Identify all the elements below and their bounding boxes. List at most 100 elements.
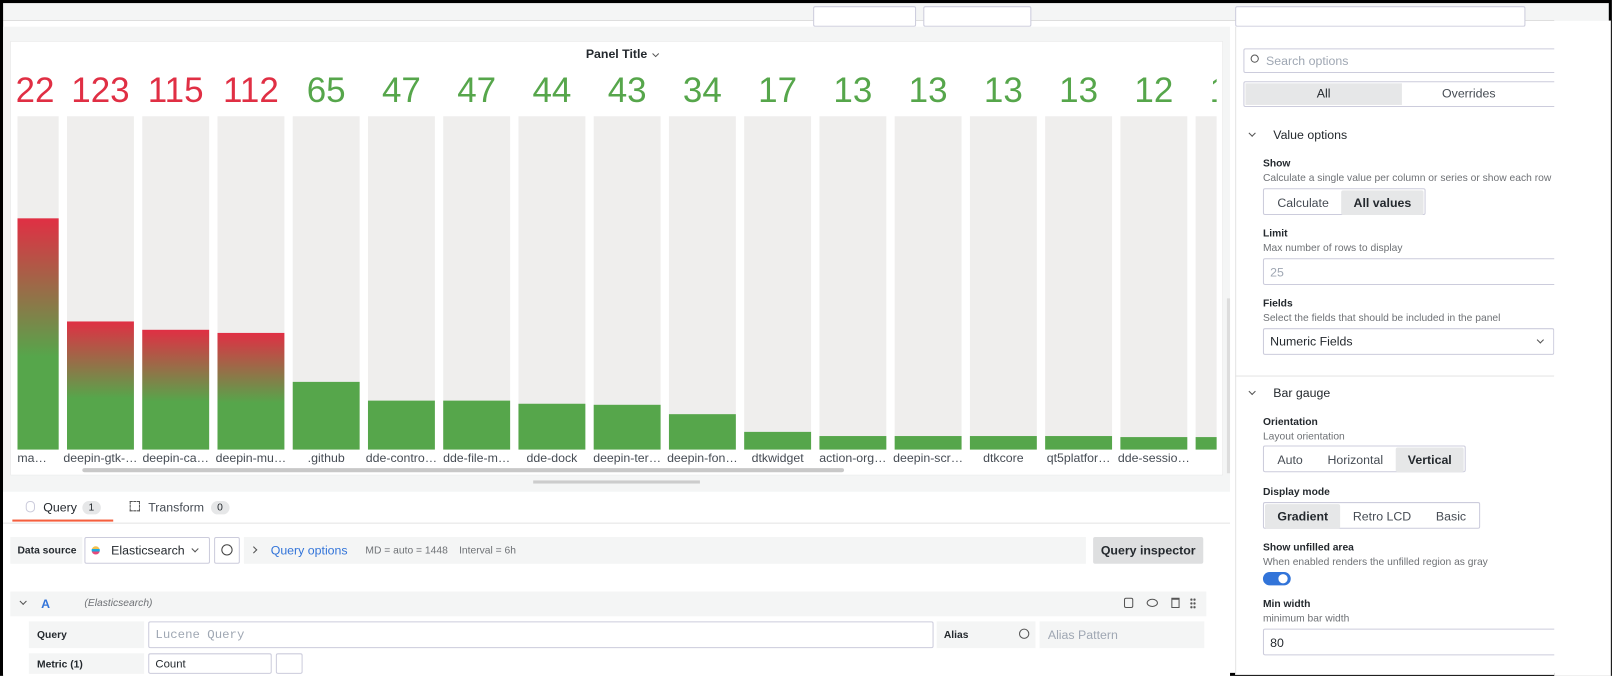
bars: 222 in-ma… 123 deepin-gtk-… 115 deepin-ca… 112… — [10, 71, 1223, 465]
unfilled-track — [443, 116, 511, 450]
value-label: 13 — [1059, 71, 1098, 110]
category-label: deepin-fon… — [667, 451, 738, 465]
search-placeholder: Search options — [1266, 53, 1349, 68]
query-options-link[interactable]: Query options — [270, 543, 348, 558]
label-bg — [10, 537, 83, 564]
option-label: Limit — [1262, 228, 1288, 240]
toolbar-button[interactable] — [813, 6, 917, 27]
bar — [668, 414, 736, 450]
option-label: Fields — [1262, 298, 1293, 310]
alias-input[interactable] — [1039, 621, 1205, 649]
value-label: 12 — [1210, 71, 1223, 110]
radio-option[interactable]: Basic — [1435, 509, 1467, 524]
toggle[interactable] — [1262, 572, 1291, 586]
fields-value: Numeric Fields — [1270, 334, 1353, 349]
tab-label[interactable]: Transform — [148, 499, 205, 515]
value-label: 115 — [148, 71, 204, 110]
splitter[interactable] — [533, 480, 700, 484]
unfilled-track — [593, 116, 661, 450]
category-label: qt5platfor… — [1047, 451, 1111, 465]
query-ref[interactable]: A — [41, 596, 51, 612]
limit-input[interactable] — [1262, 258, 1562, 285]
tab-underline — [12, 519, 114, 522]
options-tab[interactable]: Overrides — [1442, 86, 1496, 101]
category-label: deepin-ca… — [142, 451, 209, 465]
field-label: Query — [37, 629, 67, 641]
query-input[interactable] — [148, 621, 934, 649]
unfilled-track — [668, 116, 736, 450]
category-label: dde-file-m… — [443, 451, 510, 465]
duplicate-icon[interactable] — [1123, 597, 1134, 609]
radio-group: Auto Horizontal Vertical — [1262, 445, 1467, 473]
radio-option[interactable]: Vertical — [1395, 447, 1465, 473]
bar — [894, 436, 962, 450]
info-icon — [1019, 628, 1030, 639]
unfilled-track — [819, 116, 887, 450]
query-options-row[interactable] — [243, 537, 1086, 564]
toolbar-field[interactable] — [1235, 6, 1526, 27]
value-label: 44 — [532, 71, 571, 110]
delete-icon[interactable] — [1171, 597, 1180, 609]
scrollbar[interactable] — [82, 468, 845, 473]
label-bg — [28, 621, 145, 649]
category-label: dde-sessio… — [1118, 451, 1190, 465]
category-label: in-ma… — [10, 451, 47, 465]
unfilled-track — [744, 116, 812, 450]
bar — [969, 436, 1037, 450]
radio-option[interactable]: Gradient — [1265, 504, 1341, 529]
bar — [443, 400, 511, 450]
tab-count: 0 — [211, 501, 230, 515]
add-button[interactable] — [275, 653, 303, 674]
section-title[interactable]: Bar gauge — [1273, 385, 1331, 401]
drag-icon[interactable] — [1189, 597, 1197, 610]
radio-option[interactable]: Auto — [1277, 452, 1303, 468]
datasource-name: Elasticsearch — [111, 543, 185, 558]
metric-select[interactable] — [148, 653, 272, 674]
field-label: Alias — [943, 629, 969, 641]
tab-label[interactable]: Query — [43, 499, 77, 515]
eye-icon[interactable] — [1146, 598, 1158, 607]
inspector-button[interactable]: Query inspector — [1093, 537, 1204, 564]
search-icon — [1250, 54, 1259, 63]
query-row-header — [10, 591, 1207, 617]
option-label: Show unfilled area — [1262, 542, 1354, 554]
value-label: 17 — [758, 71, 797, 110]
option-description: Select the fields that should be include… — [1262, 312, 1501, 325]
section-title[interactable]: Value options — [1273, 127, 1348, 142]
radio-option[interactable]: Retro LCD — [1352, 509, 1412, 524]
bar — [593, 404, 661, 450]
option-description: Calculate a single value per column or s… — [1262, 172, 1552, 185]
option-label: Min width — [1262, 598, 1311, 611]
bar — [744, 431, 812, 450]
limit-value: 25 — [1270, 265, 1284, 280]
options-tab[interactable]: All — [1316, 86, 1331, 101]
radio-option[interactable]: All values — [1341, 190, 1424, 216]
fields-select[interactable] — [1262, 328, 1555, 355]
radio-option[interactable]: Horizontal — [1327, 452, 1384, 468]
query-source: (Elasticsearch) — [84, 597, 153, 610]
unfilled-track — [894, 116, 962, 450]
option-label: Display mode — [1262, 486, 1330, 498]
option-description: When enabled renders the unfilled region… — [1262, 556, 1488, 568]
label-bg — [28, 653, 145, 674]
splitter[interactable] — [1226, 298, 1231, 474]
toggle-knob — [1278, 574, 1288, 584]
value-label: 47 — [457, 71, 496, 110]
toolbar-button[interactable] — [923, 6, 1032, 27]
option-label: Orientation — [1262, 416, 1318, 428]
bar — [67, 321, 134, 450]
category-label: action-org… — [819, 451, 886, 465]
radio-option[interactable]: Calculate — [1277, 195, 1329, 210]
bar — [518, 403, 586, 450]
field-label: Metric (1) — [37, 659, 83, 671]
option-description: Max number of rows to display — [1262, 242, 1403, 255]
datasource-select[interactable] — [84, 537, 210, 564]
category-label: deepin-mu… — [216, 451, 287, 465]
min-width-input[interactable] — [1262, 628, 1562, 656]
unfilled-track — [969, 116, 1037, 450]
min-width-value: 80 — [1270, 635, 1284, 651]
toolbar — [3, 3, 1609, 21]
panel-title[interactable]: Panel Title — [586, 47, 648, 61]
